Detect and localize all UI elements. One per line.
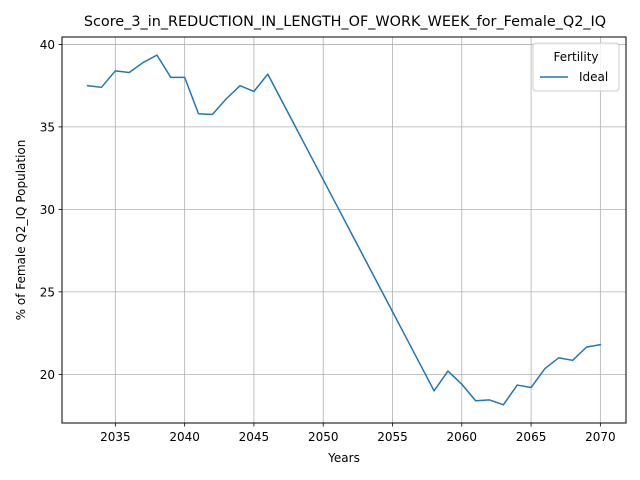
legend-title: Fertility	[553, 50, 598, 64]
series-layer	[86, 54, 602, 406]
y-tick-label: 20	[40, 368, 55, 382]
axis-ticks: 2035 2040 2045 2050 2055 2060 2065 2070 20 25 30 35…	[40, 38, 616, 444]
x-tick-label: 2060	[447, 430, 478, 444]
x-tick-label: 2055	[377, 430, 408, 444]
y-tick-label: 25	[40, 285, 55, 299]
x-tick-label: 2065	[516, 430, 547, 444]
series-line-ideal	[86, 54, 602, 406]
legend: Fertility Ideal	[532, 42, 620, 92]
x-tick-label: 2070	[585, 430, 616, 444]
plot-frame	[61, 36, 627, 424]
y-axis-label: % of Female Q2_IQ Population	[14, 140, 28, 321]
x-tick-label: 2040	[169, 430, 200, 444]
chart-title: Score_3_in_REDUCTION_IN_LENGTH_OF_WORK_W…	[84, 14, 606, 30]
y-tick-label: 30	[40, 203, 55, 217]
x-tick-label: 2035	[100, 430, 131, 444]
x-tick-label: 2050	[308, 430, 339, 444]
legend-box	[532, 42, 620, 92]
x-tick-label: 2045	[239, 430, 270, 444]
y-tick-label: 40	[40, 38, 55, 52]
legend-label-ideal: Ideal	[579, 70, 608, 84]
x-axis-label: Years	[327, 451, 360, 465]
grid	[62, 37, 626, 423]
y-tick-label: 35	[40, 120, 55, 134]
